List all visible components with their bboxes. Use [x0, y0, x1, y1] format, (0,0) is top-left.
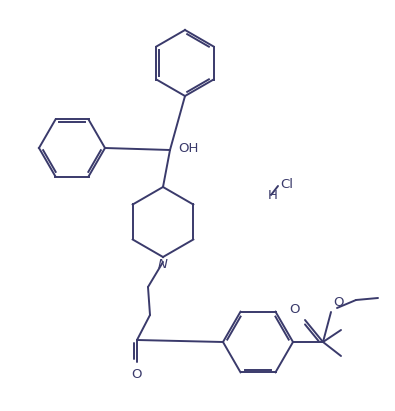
Text: Cl: Cl — [280, 178, 293, 191]
Text: N: N — [158, 258, 168, 271]
Text: O: O — [132, 368, 142, 381]
Text: O: O — [290, 303, 300, 316]
Text: OH: OH — [178, 141, 198, 155]
Text: O: O — [333, 296, 344, 309]
Text: H: H — [268, 189, 278, 201]
